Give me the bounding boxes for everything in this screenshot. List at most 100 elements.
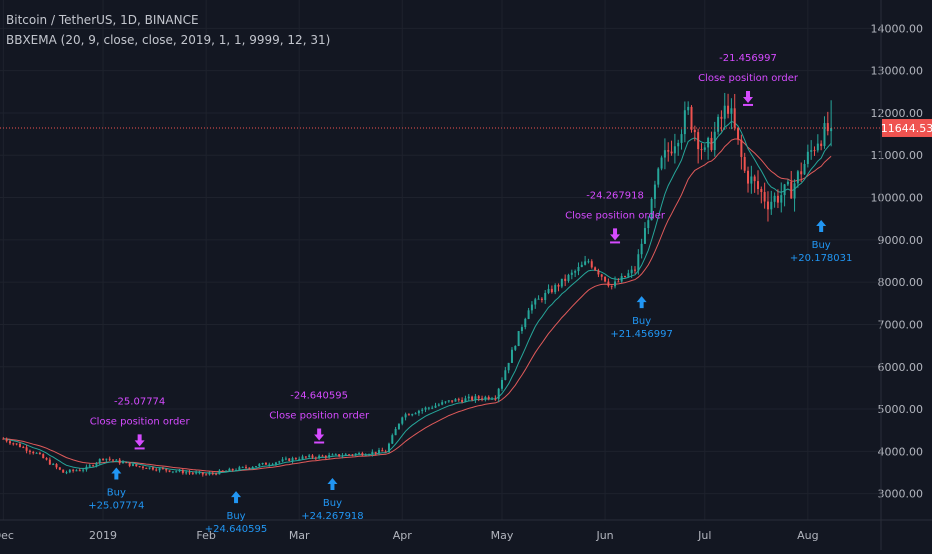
candle-body bbox=[58, 467, 61, 470]
x-tick-label: Jun bbox=[595, 529, 613, 542]
candle-body bbox=[334, 454, 337, 456]
candle-body bbox=[467, 396, 470, 399]
candle-body bbox=[727, 105, 730, 114]
chart-legend: Bitcoin / TetherUS, 1D, BINANCE BBXEMA (… bbox=[6, 10, 330, 50]
candle-body bbox=[125, 462, 128, 464]
candle-body bbox=[680, 134, 683, 143]
candle-body bbox=[298, 458, 301, 460]
candle-body bbox=[215, 473, 218, 475]
candle-body bbox=[18, 443, 21, 448]
candle-body bbox=[188, 472, 191, 474]
close-signal: -24.267918 Close position order bbox=[565, 190, 666, 244]
candle-body bbox=[424, 407, 427, 410]
candle-body bbox=[401, 417, 404, 424]
candle-body bbox=[633, 269, 636, 271]
x-tick-label: Mar bbox=[289, 529, 310, 542]
candle-body bbox=[122, 462, 125, 464]
close-signal-label: Close position order bbox=[269, 411, 370, 422]
candle-body bbox=[607, 281, 610, 286]
candle-body bbox=[95, 462, 98, 466]
candle-body bbox=[268, 464, 271, 466]
candle-body bbox=[211, 473, 214, 475]
y-tick-label: 13000.00 bbox=[871, 65, 924, 78]
candle-body bbox=[560, 278, 563, 287]
candle-body bbox=[457, 399, 460, 401]
candle-body bbox=[118, 459, 121, 464]
indicator-title[interactable]: BBXEMA (20, 9, close, close, 2019, 1, 1,… bbox=[6, 33, 331, 47]
candle-body bbox=[494, 398, 497, 400]
candle-body bbox=[773, 195, 776, 202]
candle-body bbox=[414, 413, 417, 415]
candle-body bbox=[364, 454, 367, 456]
candle-body bbox=[697, 132, 700, 150]
candle-body bbox=[358, 453, 361, 455]
y-tick-label: 14000.00 bbox=[871, 22, 924, 35]
x-tick-label: Apr bbox=[393, 529, 413, 542]
close-signal-amount: -25.07774 bbox=[114, 396, 165, 407]
buy-signal-label: Buy bbox=[812, 240, 831, 251]
candle-body bbox=[796, 171, 799, 184]
candle-body bbox=[92, 465, 95, 467]
candle-body bbox=[803, 163, 806, 175]
candle-body bbox=[22, 447, 25, 449]
buy-arrow-icon bbox=[636, 296, 647, 309]
candle-body bbox=[520, 327, 523, 332]
last-price-label: 11644.53 bbox=[881, 122, 932, 135]
candle-body bbox=[743, 156, 746, 171]
ema-fast-line bbox=[3, 120, 832, 474]
candle-body bbox=[527, 310, 530, 319]
candle-body bbox=[235, 470, 238, 472]
candle-body bbox=[501, 379, 504, 389]
candle-body bbox=[115, 459, 118, 461]
candle-body bbox=[251, 467, 254, 469]
candle-body bbox=[620, 276, 623, 282]
candle-body bbox=[474, 396, 477, 400]
close-arrow-icon bbox=[134, 434, 145, 447]
close-signal: -25.07774 Close position order bbox=[90, 396, 190, 450]
candle-body bbox=[766, 201, 769, 210]
candle-body bbox=[284, 458, 287, 460]
y-tick-label: 11000.00 bbox=[871, 149, 924, 162]
candle-body bbox=[810, 150, 813, 152]
candle-body bbox=[421, 409, 424, 411]
close-signal-amount: -24.267918 bbox=[586, 190, 644, 201]
candle-body bbox=[344, 454, 347, 456]
candle-body bbox=[8, 441, 11, 444]
candle-body bbox=[507, 362, 510, 371]
candle-body bbox=[517, 331, 520, 347]
candle-body bbox=[564, 278, 567, 281]
candle-body bbox=[361, 453, 364, 456]
candle-body bbox=[717, 116, 720, 132]
candle-body bbox=[540, 298, 543, 301]
candle-body bbox=[407, 414, 410, 416]
candle-body bbox=[328, 455, 331, 458]
x-tick-label: Dec bbox=[0, 529, 14, 542]
y-tick-label: 5000.00 bbox=[878, 403, 924, 416]
candle-body bbox=[514, 346, 517, 350]
y-tick-label: 8000.00 bbox=[878, 276, 924, 289]
close-arrow-icon bbox=[314, 428, 325, 441]
y-tick-label: 6000.00 bbox=[878, 361, 924, 374]
candle-body bbox=[487, 396, 490, 400]
candle-body bbox=[391, 435, 394, 444]
candle-body bbox=[650, 198, 653, 221]
buy-arrow-icon bbox=[327, 478, 338, 491]
candle-body bbox=[437, 404, 440, 406]
x-tick-label: Aug bbox=[797, 529, 818, 542]
candle-body bbox=[108, 458, 111, 460]
buy-signal-label: Buy bbox=[226, 511, 245, 522]
candle-body bbox=[820, 143, 823, 147]
x-tick-label: Feb bbox=[196, 529, 215, 542]
candle-body bbox=[2, 438, 5, 440]
candle-body bbox=[750, 176, 753, 184]
candle-body bbox=[32, 451, 35, 454]
candle-body bbox=[643, 228, 646, 244]
candle-body bbox=[42, 454, 45, 459]
candle-body bbox=[78, 470, 81, 472]
candle-body bbox=[75, 470, 78, 472]
symbol-title[interactable]: Bitcoin / TetherUS, 1D, BINANCE bbox=[6, 13, 199, 27]
buy-signal-label: +24.640595 bbox=[205, 524, 267, 535]
candle-body bbox=[85, 466, 88, 470]
